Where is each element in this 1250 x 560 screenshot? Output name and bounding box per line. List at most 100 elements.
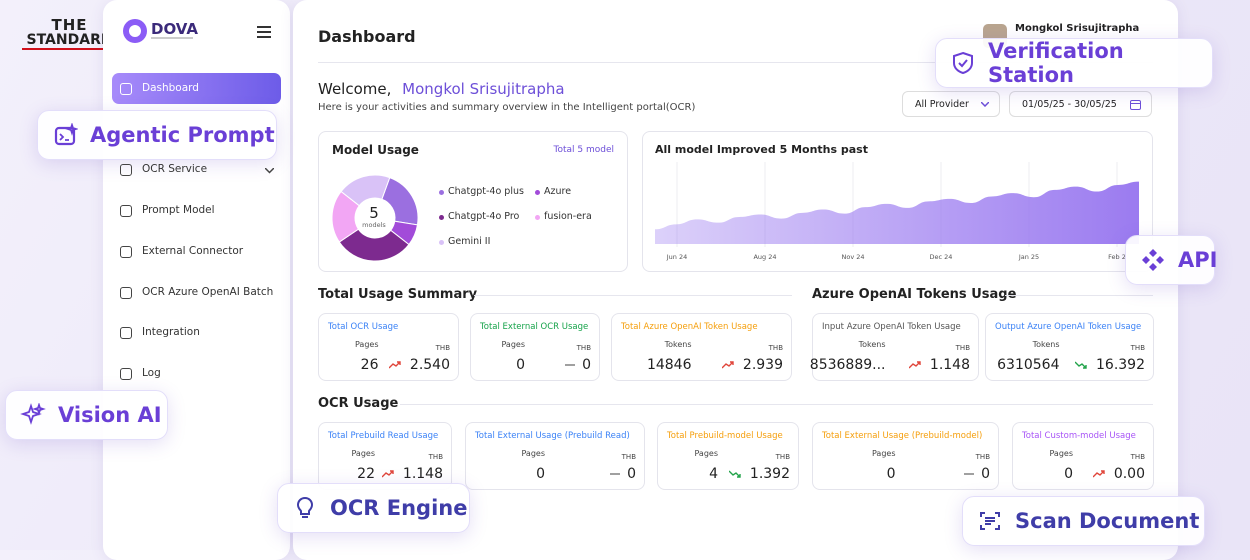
card-value: 14846 <box>646 357 692 373</box>
card-title: Total Prebuild-model Usage <box>667 431 783 441</box>
card-amount: 1.148 <box>402 466 443 482</box>
menu-item[interactable]: Log <box>142 367 161 379</box>
donut-center-value: 5 <box>369 204 379 222</box>
menu-item[interactable]: Dashboard <box>142 82 199 94</box>
calendar-icon <box>1130 100 1141 110</box>
legend-label: Chatgpt-4o plus <box>448 186 524 197</box>
card-currency: THB <box>1130 344 1145 352</box>
card-currency: THB <box>775 453 790 461</box>
menu-icon <box>120 287 132 299</box>
x-tick-label: Jun 24 <box>666 253 688 261</box>
card-currency: THB <box>428 453 443 461</box>
card-currency: THB <box>768 344 783 352</box>
feature-badge: Vision AI <box>5 390 168 440</box>
active-menu-bg[interactable] <box>112 73 281 104</box>
greeting: Welcome, <box>318 80 392 98</box>
card-title: Input Azure OpenAI Token Usage <box>822 322 961 332</box>
trend-icon <box>964 473 975 475</box>
card-unit: Tokens <box>664 340 692 349</box>
trend-path <box>722 361 734 369</box>
icon-shape <box>20 403 46 425</box>
menu-icon <box>120 164 132 176</box>
menu-icon <box>120 83 132 95</box>
provider-filter[interactable]: All Provider <box>902 91 1000 117</box>
card-amount: 0 <box>627 466 636 482</box>
card-value: 6310564 <box>997 357 1060 373</box>
chevron-path <box>265 168 274 174</box>
section-title: OCR Usage <box>318 396 399 411</box>
welcome-subtitle: Here is your activities and summary over… <box>318 102 696 113</box>
feature-badge: Agentic Prompt <box>37 110 277 160</box>
card-amount: 1.392 <box>749 466 790 482</box>
menu-toggle[interactable] <box>257 26 271 38</box>
card-unit: Pages <box>871 449 896 458</box>
x-tick-label: Dec 24 <box>930 253 953 261</box>
x-tick-label: Feb 2 <box>1108 253 1126 261</box>
donut-slice <box>340 174 391 207</box>
usage-card: Total Custom-model Usage Pages THB 0 0.00 <box>1012 422 1154 490</box>
legend-dot <box>535 215 540 220</box>
logo-icon <box>123 19 147 43</box>
card-unit: Pages <box>501 340 525 349</box>
badge-label: Vision AI <box>58 403 162 427</box>
legend-label: Gemini II <box>448 236 491 247</box>
icon-shape <box>958 59 968 68</box>
x-tick-label: Aug 24 <box>753 253 776 261</box>
card-value: 0 <box>516 357 525 373</box>
card-currency: THB <box>975 453 990 461</box>
legend-label: Azure <box>544 186 572 197</box>
usage-card: Output Azure OpenAI Token Usage Tokens THB… <box>985 313 1154 381</box>
menu-item[interactable]: OCR Service <box>142 163 208 175</box>
menu-item[interactable]: OCR Azure OpenAI Batch <box>142 286 274 298</box>
card-title: Output Azure OpenAI Token Usage <box>995 322 1142 332</box>
trend-icon <box>729 470 741 478</box>
trend-path <box>909 361 921 369</box>
trend-icon <box>382 470 394 478</box>
trend-icon <box>610 473 621 475</box>
badge-icon <box>953 51 973 75</box>
section-title: Azure OpenAI Tokens Usage <box>812 287 1017 302</box>
menu-icon <box>120 246 132 258</box>
menu-item[interactable]: Integration <box>142 326 200 338</box>
trend-path <box>382 470 394 478</box>
icon-shape <box>296 496 314 518</box>
trend-icon <box>1075 361 1088 369</box>
usage-card: Total External OCR Usage Pages THB 0 0 <box>470 313 600 381</box>
badge-label: OCR Engine <box>330 496 468 520</box>
card-currency: THB <box>955 344 970 352</box>
card-amount: 2.939 <box>742 357 783 373</box>
provider-text: All Provider <box>915 99 969 110</box>
badge-label: Verification Station <box>988 39 1124 87</box>
menu-item[interactable]: External Connector <box>142 245 244 257</box>
usage-card: Total External Usage (Prebuild Read) Page… <box>465 422 645 490</box>
date-filter[interactable]: 01/05/25 - 30/05/25 <box>1009 91 1152 117</box>
trend-path <box>1092 470 1105 478</box>
menu-icon <box>120 205 132 217</box>
area-chart: Jun 24 Aug 24 Nov 24 Dec 24 Jan 25 Feb 2 <box>655 162 1139 261</box>
badge-label: API <box>1178 248 1218 272</box>
card-amount: 2.540 <box>409 357 450 373</box>
card-amount: 0.00 <box>1113 466 1145 482</box>
user-name: Mongkol Srisujitrapha <box>1015 23 1140 34</box>
trend-path <box>729 470 741 478</box>
usage-card: Total Prebuild-model Usage Pages THB 4 1.392 <box>657 422 799 490</box>
icon-shape <box>1142 249 1164 271</box>
feature-badge: Scan Document <box>962 496 1205 546</box>
menu-icon <box>120 327 132 339</box>
trend-icon <box>909 361 921 369</box>
legend-dot <box>535 190 540 195</box>
brand-line: STANDARD <box>22 33 117 50</box>
badge-icon <box>296 496 314 518</box>
model-usage-card: Model Usage Total 5 model 5 models Chatg… <box>318 131 628 272</box>
x-tick-label: Nov 24 <box>841 253 864 261</box>
card-unit: Pages <box>351 449 375 458</box>
badge-label: Scan Document <box>1015 509 1200 533</box>
card-value: 4 <box>709 466 718 482</box>
trend-icon <box>1092 470 1105 478</box>
chevron <box>265 168 274 174</box>
card-total: Total 5 model <box>553 145 615 155</box>
menu-icon <box>120 368 132 380</box>
menu-item[interactable]: Prompt Model <box>142 204 215 216</box>
page-title: Dashboard <box>318 27 416 46</box>
card-title: Total OCR Usage <box>328 322 399 332</box>
